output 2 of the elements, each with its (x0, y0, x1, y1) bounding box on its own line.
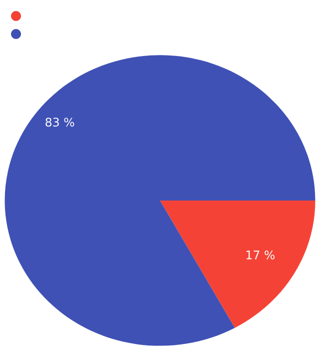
data-label: 83 % (46, 118, 74, 127)
data-label: 17 % (246, 250, 275, 260)
